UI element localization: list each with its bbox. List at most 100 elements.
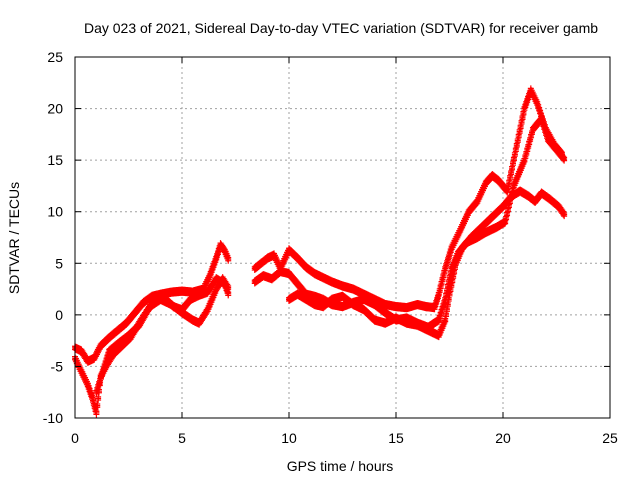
data-point <box>529 131 536 138</box>
data-point <box>526 141 533 148</box>
series-track-a <box>72 240 232 366</box>
y-tick-label: -10 <box>43 410 63 426</box>
x-tick-label: 0 <box>71 430 79 446</box>
data-point <box>436 315 443 322</box>
data-point <box>100 367 107 374</box>
data-point <box>438 281 445 288</box>
data-point <box>93 390 100 397</box>
data-point <box>434 298 441 305</box>
data-point <box>520 111 527 118</box>
data-point <box>509 162 516 169</box>
data-point <box>214 251 221 258</box>
data-point <box>101 364 108 371</box>
data-point <box>442 267 449 274</box>
data-point <box>504 208 511 215</box>
data-point <box>99 370 106 377</box>
data-point <box>447 288 454 295</box>
data-point <box>444 261 451 268</box>
data-point <box>225 292 232 299</box>
data-point <box>512 148 519 155</box>
series-track-d <box>251 85 565 313</box>
data-point <box>431 306 438 313</box>
data-point <box>509 166 516 173</box>
data-point <box>523 151 530 158</box>
data-point <box>442 318 449 325</box>
data-point <box>514 139 521 146</box>
data-point <box>98 373 105 380</box>
data-point <box>506 180 513 187</box>
data-point <box>561 213 568 220</box>
y-tick-label: 15 <box>47 152 63 168</box>
data-point <box>93 411 100 418</box>
data-point <box>449 279 456 286</box>
y-tick-label: 10 <box>47 204 63 220</box>
data-point <box>511 153 518 160</box>
data-point <box>102 361 109 368</box>
data-point <box>525 96 532 103</box>
data-point <box>437 285 444 292</box>
data-point <box>443 308 450 315</box>
data-point <box>473 201 480 208</box>
y-tick-label: 5 <box>55 255 63 271</box>
data-point <box>215 248 222 255</box>
data-point <box>447 249 454 256</box>
chart-title: Day 023 of 2021, Sidereal Day-to-day VTE… <box>84 20 598 36</box>
data-point <box>446 252 453 259</box>
data-point <box>525 144 532 151</box>
data-point <box>519 116 526 123</box>
data-point <box>439 278 446 285</box>
data-point <box>435 318 442 325</box>
series-track-c <box>93 274 232 397</box>
data-point <box>103 358 110 365</box>
series-track-f <box>286 186 568 341</box>
data-point <box>448 283 455 290</box>
data-point <box>502 220 509 227</box>
data-point <box>524 148 531 155</box>
data-point <box>94 387 101 394</box>
data-point <box>522 155 529 162</box>
axis-ticks: 0 5 10 15 20 25 -10 -5 0 5 10 15 20 25 <box>43 49 618 446</box>
y-tick-label: 20 <box>47 101 63 117</box>
data-point <box>213 256 220 263</box>
data-point <box>444 303 451 310</box>
data-point <box>522 104 529 111</box>
data-point <box>225 257 232 264</box>
data-point <box>432 303 439 310</box>
data-point <box>523 101 530 108</box>
data-point <box>440 274 447 281</box>
y-tick-label: 0 <box>55 307 63 323</box>
data-point <box>516 130 523 137</box>
x-tick-label: 20 <box>495 430 511 446</box>
data-point <box>225 286 232 293</box>
data-point <box>443 313 450 320</box>
data-point <box>451 270 458 277</box>
data-point <box>97 379 104 386</box>
data-point <box>528 134 535 141</box>
data-point <box>450 275 457 282</box>
data-point <box>444 258 451 265</box>
data-point <box>515 134 522 141</box>
data-point <box>524 99 531 106</box>
data-point <box>517 125 524 132</box>
data-point <box>452 266 459 273</box>
data-point <box>521 107 528 114</box>
grid <box>75 57 610 418</box>
data-point <box>104 355 111 362</box>
x-axis-label: GPS time / hours <box>287 458 394 474</box>
data-point <box>507 175 514 182</box>
x-tick-label: 5 <box>178 430 186 446</box>
data-point <box>433 300 440 307</box>
y-axis-label: SDTVAR / TECUs <box>6 182 22 294</box>
data-point <box>95 384 102 391</box>
data-points <box>72 85 568 418</box>
data-point <box>437 312 444 319</box>
data-point <box>105 352 112 359</box>
data-point <box>510 157 517 164</box>
y-tick-label: 25 <box>47 49 63 65</box>
data-point <box>518 120 525 127</box>
data-point <box>436 289 443 296</box>
plot-frame <box>74 56 611 419</box>
data-point <box>503 216 510 223</box>
data-point <box>521 158 528 165</box>
data-point <box>446 292 453 299</box>
